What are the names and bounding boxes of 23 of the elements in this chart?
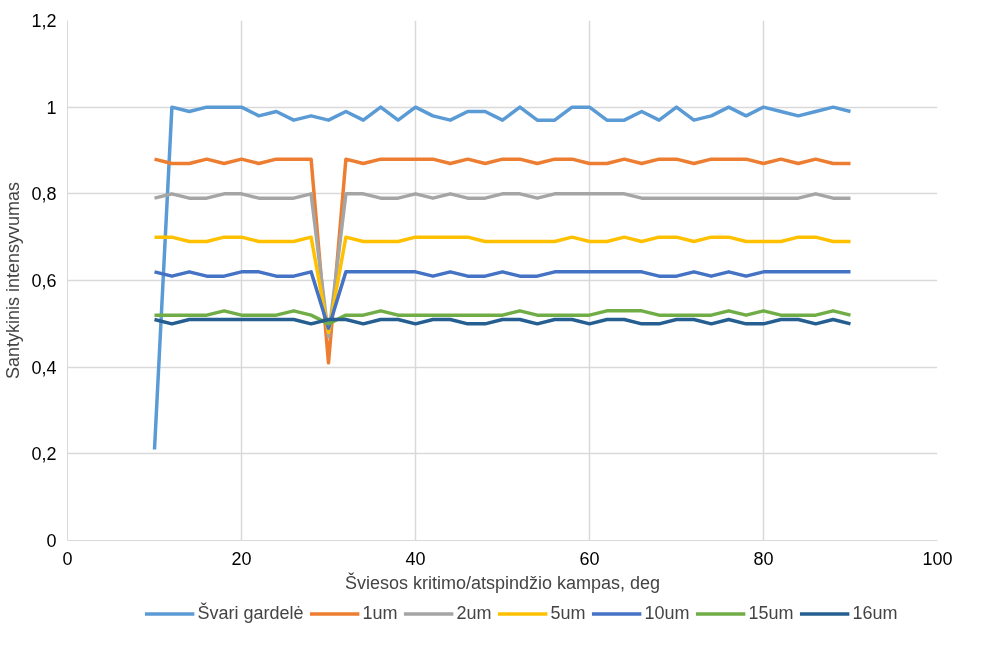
y-tick-label: 0,8 — [31, 184, 57, 205]
y-tick-label: 1 — [46, 97, 57, 118]
legend-label: Švari gardelė — [197, 602, 304, 624]
x-tick-label: 40 — [405, 548, 426, 569]
x-tick-label: 0 — [62, 548, 73, 569]
y-tick-label: 0,2 — [31, 444, 57, 465]
legend-label: 5um — [550, 602, 586, 624]
legend-label: 15um — [748, 602, 794, 624]
legend-label: 16um — [852, 602, 898, 624]
legend-label: 1um — [362, 602, 398, 624]
x-tick-label: 20 — [231, 548, 252, 569]
x-tick-label: 100 — [922, 548, 953, 569]
y-tick-label: 0,6 — [31, 271, 57, 291]
y-tick-label: 1,2 — [31, 11, 57, 31]
x-tick-label: 80 — [753, 548, 774, 569]
legend-label: 10um — [644, 602, 690, 624]
x-tick-label: 60 — [579, 548, 600, 569]
x-axis-title: Šviesos kritimo/atspindžio kampas, deg — [344, 571, 661, 593]
legend-label: 2um — [456, 602, 492, 624]
y-tick-label: 0,4 — [31, 357, 57, 378]
y-axis-title: Santykinis intensyvumas — [3, 181, 24, 380]
y-tick-label: 0 — [46, 531, 57, 551]
line-series — [152, 105, 853, 452]
